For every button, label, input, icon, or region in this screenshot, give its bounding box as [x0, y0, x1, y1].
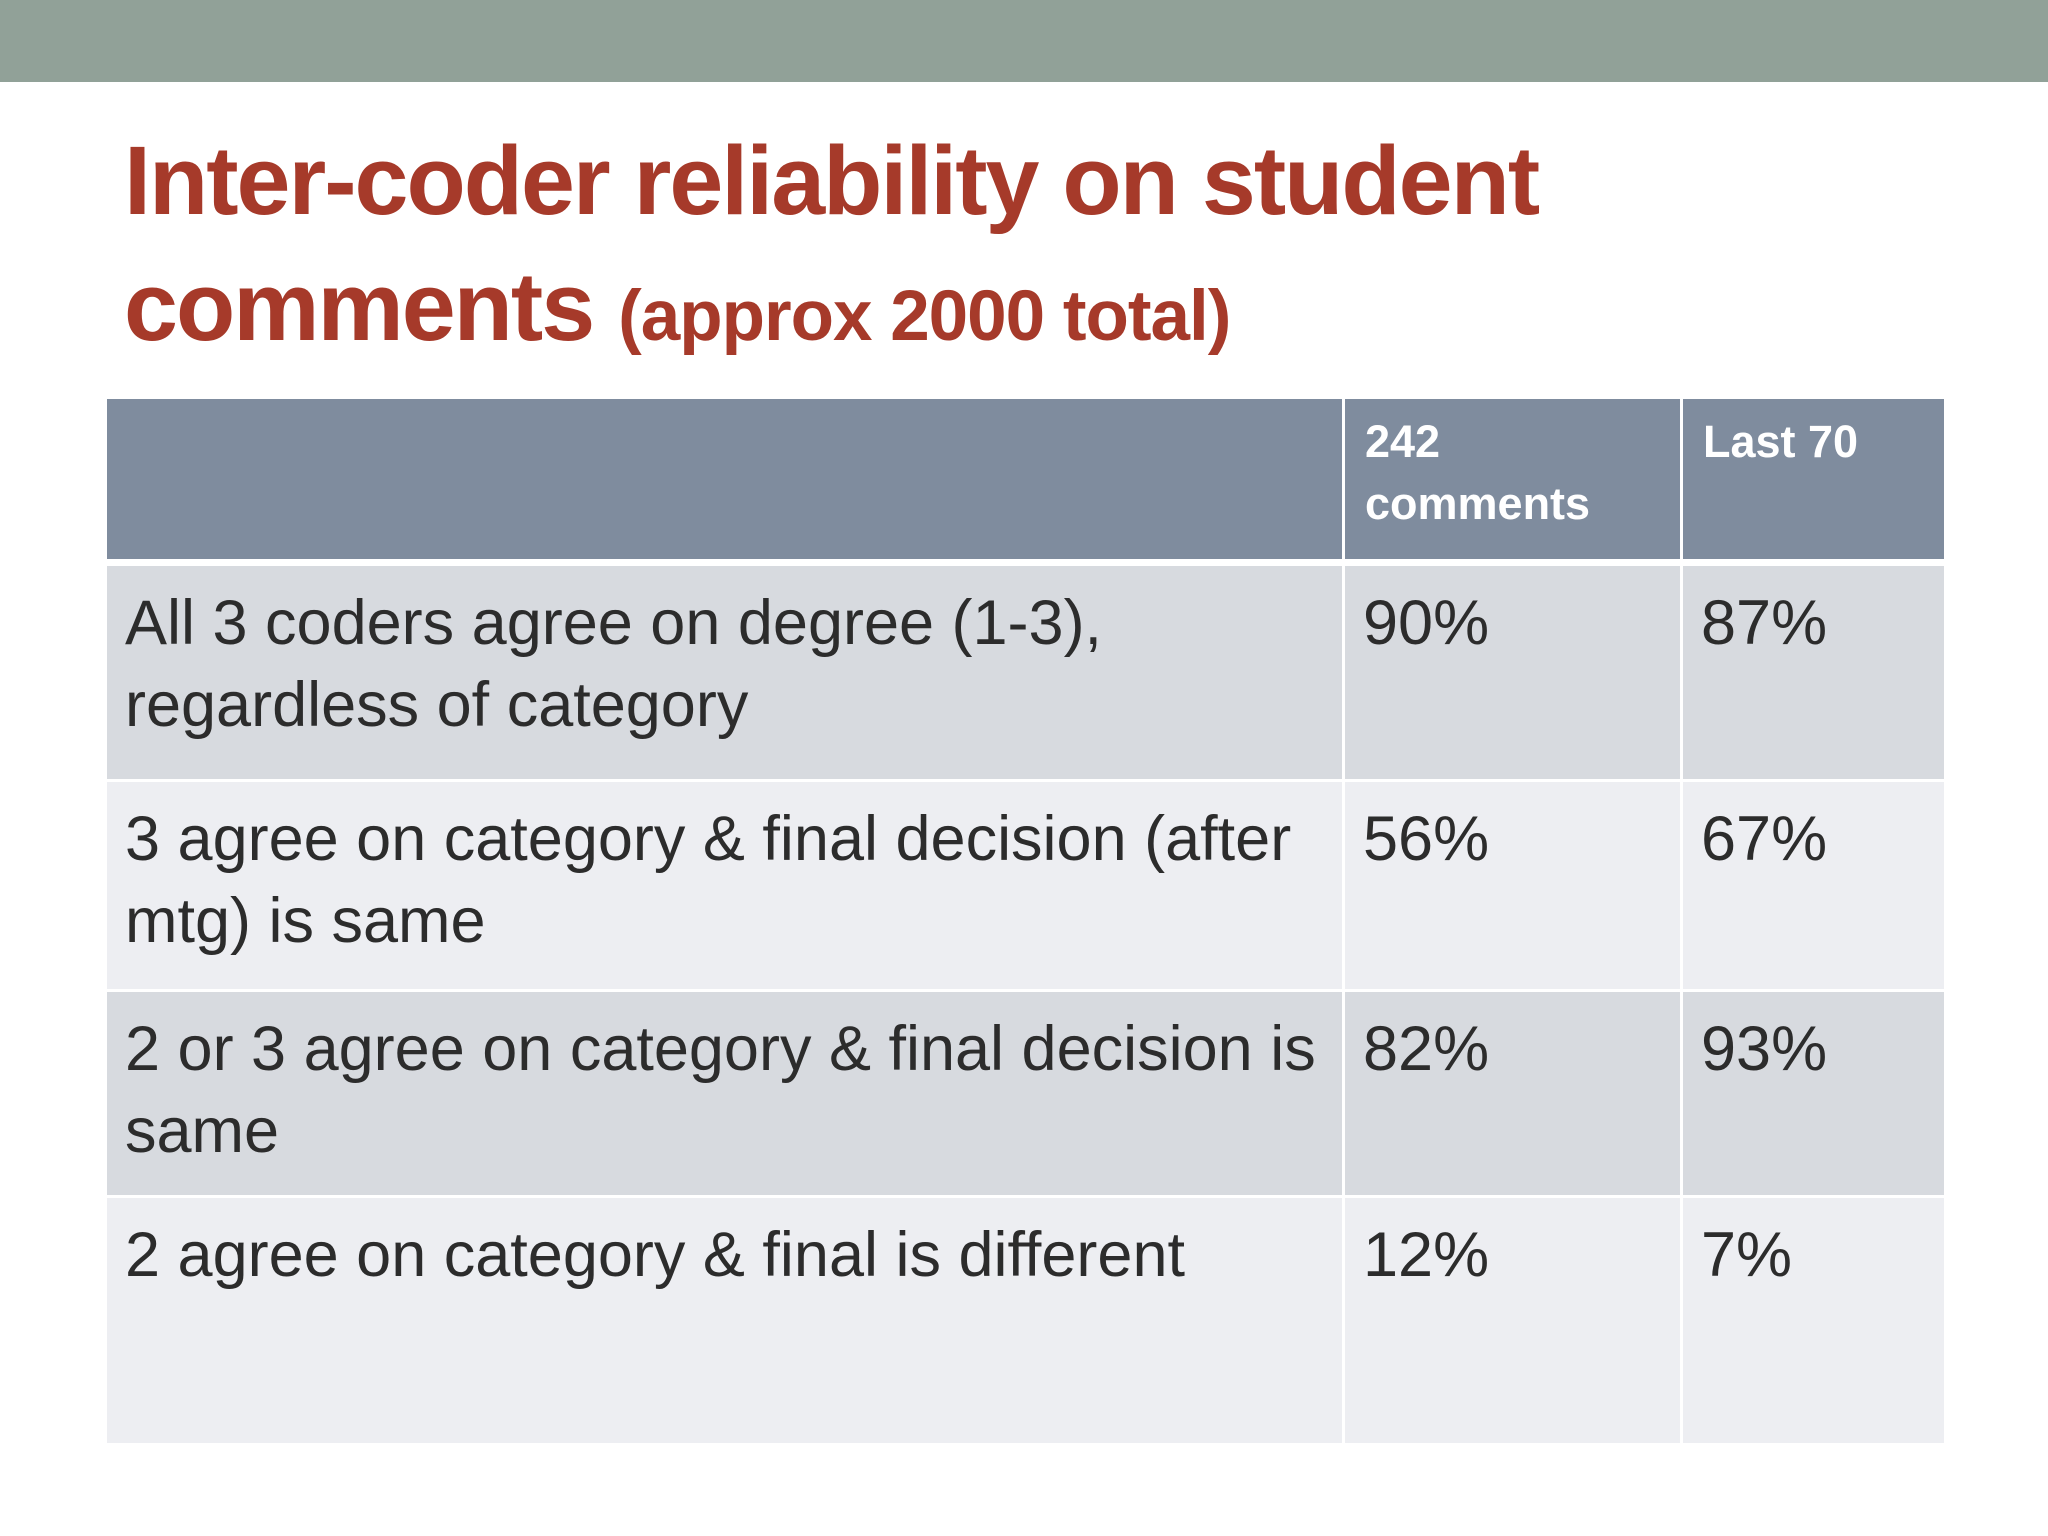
row-label: 3 agree on category & final decision (af… — [104, 779, 1345, 992]
top-accent-band — [0, 0, 2048, 82]
table-row: 2 or 3 agree on category & final decisio… — [104, 989, 1947, 1198]
value-242-comments: 90% — [1342, 561, 1683, 782]
table-row: All 3 coders agree on degree (1-3), rega… — [104, 561, 1947, 782]
row-label: 2 or 3 agree on category & final decisio… — [104, 989, 1345, 1198]
value-242-comments: 82% — [1342, 989, 1683, 1198]
row-label: All 3 coders agree on degree (1-3), rega… — [104, 561, 1345, 782]
value-last-70: 67% — [1680, 779, 1947, 992]
slide-title-main: Inter-coder reliability on student comme… — [124, 126, 1540, 361]
value-last-70: 7% — [1680, 1195, 1947, 1446]
reliability-table: 242 comments Last 70 All 3 coders agree … — [104, 396, 1947, 1446]
value-last-70: 93% — [1680, 989, 1947, 1198]
header-cell-last-70: Last 70 — [1680, 396, 1947, 564]
header-cell-242-comments: 242 comments — [1342, 396, 1683, 564]
table-body: All 3 coders agree on degree (1-3), rega… — [104, 561, 1947, 1446]
header-row: 242 comments Last 70 — [104, 396, 1947, 564]
value-242-comments: 56% — [1342, 779, 1683, 992]
table-header: 242 comments Last 70 — [104, 396, 1947, 564]
header-cell-label — [104, 396, 1345, 564]
slide-title: Inter-coder reliability on student comme… — [124, 118, 1904, 380]
row-label: 2 agree on category & final is different — [104, 1195, 1345, 1446]
value-last-70: 87% — [1680, 561, 1947, 782]
slide-subtitle: (approx 2000 total) — [618, 277, 1231, 356]
value-242-comments: 12% — [1342, 1195, 1683, 1446]
table-row: 3 agree on category & final decision (af… — [104, 779, 1947, 992]
table-row: 2 agree on category & final is different… — [104, 1195, 1947, 1446]
